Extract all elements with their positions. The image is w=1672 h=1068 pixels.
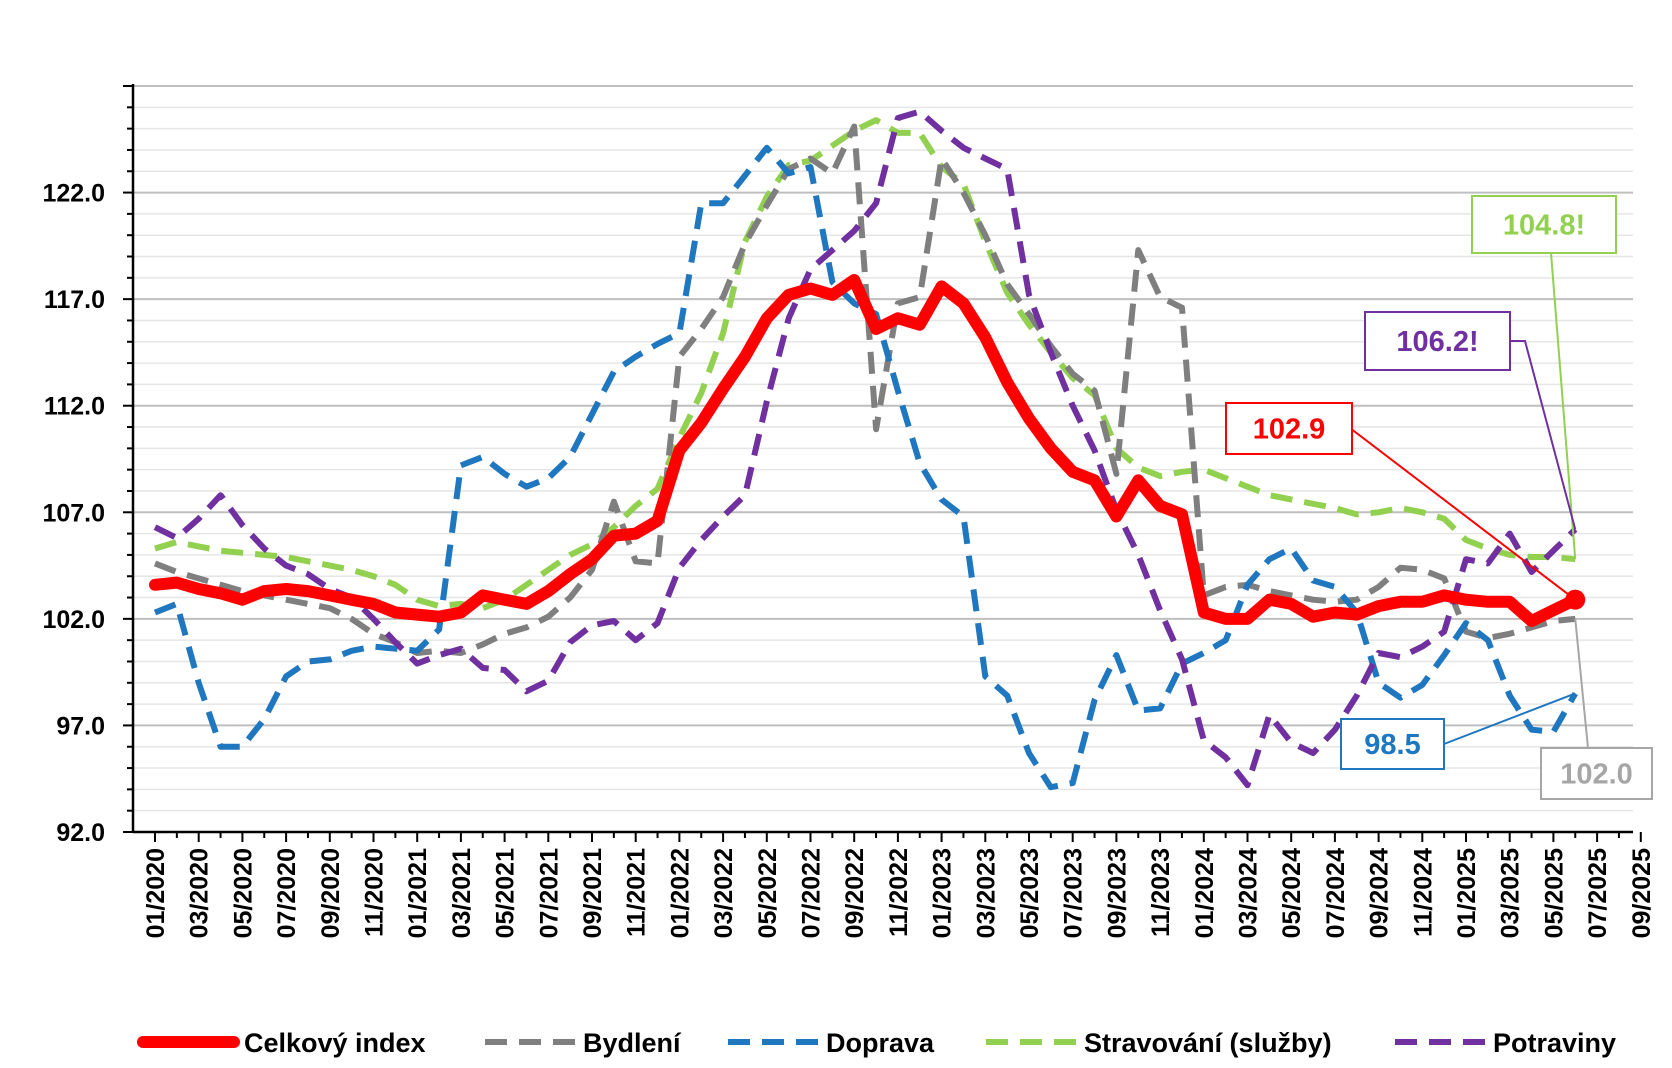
- x-tick-label: 05/2020: [229, 848, 257, 938]
- x-tick-label: 01/2021: [404, 848, 432, 938]
- x-tick-label: 03/2021: [448, 848, 476, 938]
- legend-label: Potraviny: [1493, 1028, 1616, 1058]
- x-tick-label: 09/2025: [1628, 848, 1656, 938]
- x-tick-label: 03/2020: [186, 848, 214, 938]
- x-tick-label: 05/2023: [1016, 848, 1044, 938]
- y-tick-label: 122.0: [42, 180, 105, 208]
- y-tick-label: 92.0: [56, 819, 105, 847]
- series-line-celkov-index: [149, 274, 1582, 627]
- x-tick-label: 05/2022: [754, 848, 782, 938]
- x-tick-label: 11/2023: [1147, 848, 1175, 937]
- x-tick-label: 07/2024: [1322, 848, 1350, 938]
- series-line-stravov-n-slu-by-: [154, 117, 1576, 612]
- callout-box: [1225, 402, 1353, 455]
- x-tick-label: 11/2020: [361, 848, 389, 937]
- callout-label: 106.2!: [1396, 326, 1478, 358]
- callouts: 104.8! 106.2! 102.9 98.5 102.0: [1225, 195, 1653, 800]
- x-tick-label: 07/2025: [1584, 848, 1612, 938]
- grid-lines: [133, 85, 1633, 812]
- legend-label: Doprava: [826, 1028, 935, 1058]
- x-tick-label: 01/2022: [666, 848, 694, 938]
- x-tick-label: 09/2024: [1366, 848, 1394, 938]
- x-tick-label: 03/2023: [972, 848, 1000, 938]
- legend-label: Stravování (služby): [1084, 1028, 1332, 1058]
- y-tick-label: 97.0: [56, 712, 105, 740]
- series-line-doprava: [153, 144, 1578, 791]
- x-tick-label: 09/2020: [317, 848, 345, 938]
- callout-leader-line: [1510, 340, 1577, 530]
- x-tick-label: 07/2021: [535, 848, 563, 938]
- y-tick-label: 107.0: [42, 499, 105, 527]
- callout-box: [1364, 311, 1511, 371]
- callout-leader-line: [1550, 252, 1577, 560]
- callout-leader-line: [1574, 618, 1589, 749]
- legend: Celkový index Bydlení Doprava Stravování (s…: [137, 1028, 1616, 1058]
- callout-label: 102.9: [1253, 414, 1326, 446]
- callout-label: 104.8!: [1503, 210, 1585, 242]
- x-tick-label: 09/2023: [1103, 848, 1131, 938]
- callout-box: [1540, 747, 1653, 800]
- x-tick-label: 11/2022: [885, 848, 913, 937]
- x-tick-label: 07/2022: [798, 848, 826, 938]
- y-tick-label: 117.0: [44, 286, 105, 314]
- x-tick-label: 07/2020: [273, 848, 301, 938]
- callout-leader-line: [1443, 692, 1576, 745]
- x-tick-label: 05/2025: [1540, 848, 1568, 938]
- legend-label: Celkový index: [244, 1028, 426, 1058]
- y-tick-label: 102.0: [42, 606, 105, 634]
- callout-box: [1471, 195, 1617, 254]
- x-tick-label: 03/2024: [1235, 848, 1263, 938]
- axes: [123, 84, 1642, 842]
- x-tick-label: 11/2021: [623, 848, 651, 937]
- y-tick-labels: 92.0 97.0 102.0 107.0 112.0 117.0 122.0: [42, 180, 105, 847]
- x-tick-label: 05/2021: [492, 848, 520, 938]
- legend-label: Bydlení: [583, 1028, 682, 1058]
- x-tick-label: 01/2020: [142, 848, 170, 938]
- x-tick-label: 01/2024: [1191, 848, 1219, 938]
- y-tick-label: 112.0: [44, 393, 105, 421]
- callout-box: [1340, 718, 1445, 770]
- x-tick-label: 03/2025: [1497, 848, 1525, 938]
- x-tick-label: 01/2023: [929, 848, 957, 938]
- x-tick-label: 09/2022: [841, 848, 869, 938]
- x-tick-label: 11/2024: [1409, 848, 1437, 937]
- callout-label: 98.5: [1364, 729, 1420, 761]
- x-tick-label: 09/2021: [579, 848, 607, 938]
- x-tick-label: 07/2023: [1060, 848, 1088, 938]
- x-tick-label: 05/2024: [1278, 848, 1306, 938]
- x-tick-label: 03/2022: [710, 848, 738, 938]
- series-lines: [149, 108, 1586, 791]
- callout-label: 102.0: [1560, 759, 1633, 791]
- x-tick-labels: 01/2020 03/2020 05/2020 07/2020 09/2020 11/20…: [142, 848, 1656, 938]
- x-tick-label: 01/2025: [1453, 848, 1481, 938]
- series-line-potraviny: [153, 108, 1578, 789]
